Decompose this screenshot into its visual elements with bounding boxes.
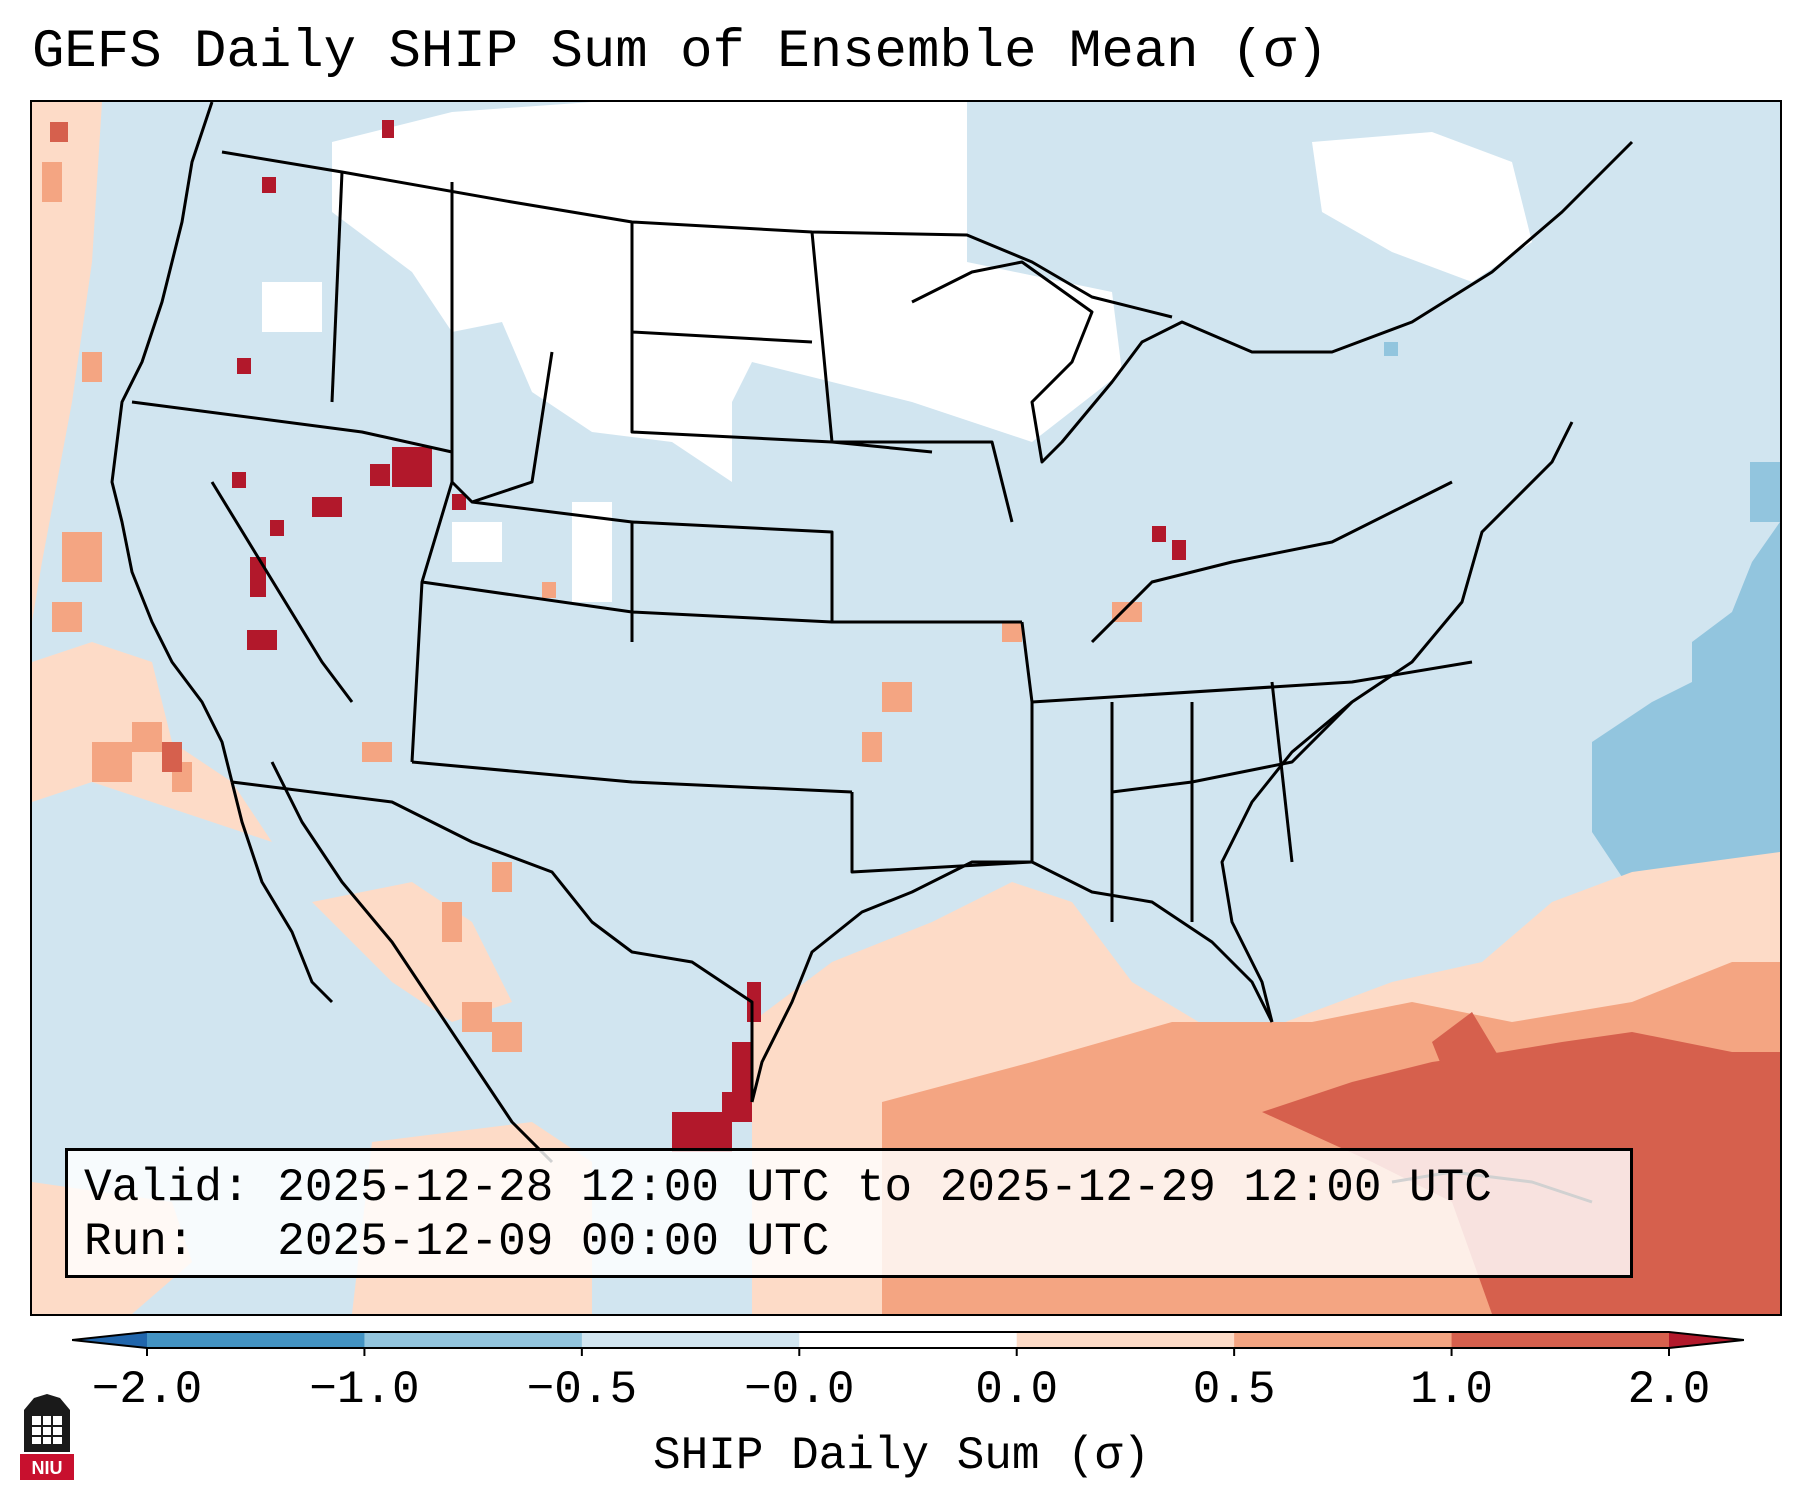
colorbar-segment xyxy=(1016,1332,1235,1348)
interior-above-blocks xyxy=(362,582,1142,762)
colorbar-tick-label: −2.0 xyxy=(91,1364,203,1416)
state-line xyxy=(1111,700,1354,794)
colorbar-tick-label: 0.5 xyxy=(1192,1364,1276,1416)
interior-high-blocks xyxy=(232,120,1186,650)
state-line xyxy=(411,760,853,794)
mexico-high-blocks xyxy=(672,982,761,1152)
colorbar-tick-label: 0.0 xyxy=(975,1364,1059,1416)
run-label: Run: xyxy=(84,1216,195,1268)
map-panel xyxy=(30,100,1782,1316)
colorbar-tick-label: 1.0 xyxy=(1410,1364,1493,1416)
colorbar-segment xyxy=(799,1332,1018,1348)
colorbar-segments xyxy=(147,1332,1670,1348)
valid-label: Valid: xyxy=(84,1162,250,1214)
colorbar-label: SHIP Daily Sum (σ) xyxy=(653,1430,1150,1482)
map-canvas xyxy=(32,102,1780,1314)
state-line xyxy=(850,792,1033,874)
pacific-high-blocks xyxy=(50,122,182,772)
valid-value: 2025-12-28 12:00 UTC to 2025-12-29 12:00… xyxy=(277,1162,1492,1214)
colorbar-tick-label: −0.0 xyxy=(744,1364,855,1416)
gulf-coast xyxy=(750,860,1274,1103)
mexico-west-coast xyxy=(270,761,554,1164)
colorbar-segment xyxy=(1234,1332,1453,1348)
state-line xyxy=(210,481,354,703)
niu-logo-text: NIU xyxy=(32,1458,63,1478)
state-line xyxy=(832,440,1014,523)
colorbar-segment xyxy=(147,1332,365,1348)
state-line xyxy=(1270,681,1294,863)
state-line xyxy=(1090,480,1453,644)
state-line xyxy=(631,520,1022,624)
state-line xyxy=(330,171,344,403)
baja-california xyxy=(230,781,334,1004)
state-line xyxy=(1031,660,1473,704)
colorbar-over-arrow xyxy=(1669,1332,1744,1348)
texas-above-blocks xyxy=(442,862,522,1052)
us-west-coast xyxy=(110,102,234,783)
colorbar-tick-label: 2.0 xyxy=(1627,1364,1711,1416)
colorbar-segment xyxy=(1451,1332,1670,1348)
us-mexico-border xyxy=(231,780,754,1102)
state-line xyxy=(421,580,833,624)
colorbar-tick-label: −0.5 xyxy=(526,1364,638,1416)
near-normal-region xyxy=(262,102,1532,602)
map-outlines xyxy=(110,102,1634,1204)
pacific-above-blocks xyxy=(42,162,192,792)
colorbar-under-arrow xyxy=(72,1332,147,1348)
colorbar-segment xyxy=(364,1332,583,1348)
great-lakes xyxy=(911,140,1634,464)
below-normal-region xyxy=(1384,342,1780,892)
colorbar-segment xyxy=(581,1332,800,1348)
state-line xyxy=(131,400,453,454)
colorbar xyxy=(72,1331,1744,1356)
valid-time-box: Valid: 2025-12-28 12:00 UTC to 2025-12-2… xyxy=(65,1148,1633,1278)
colorbar-tick-label: −1.0 xyxy=(309,1364,420,1416)
map-title: GEFS Daily SHIP Sum of Ensemble Mean (σ) xyxy=(32,22,1329,83)
niu-logo-icon: NIU xyxy=(20,1394,74,1480)
run-value: 2025-12-09 00:00 UTC xyxy=(277,1216,830,1268)
state-line xyxy=(630,332,833,444)
